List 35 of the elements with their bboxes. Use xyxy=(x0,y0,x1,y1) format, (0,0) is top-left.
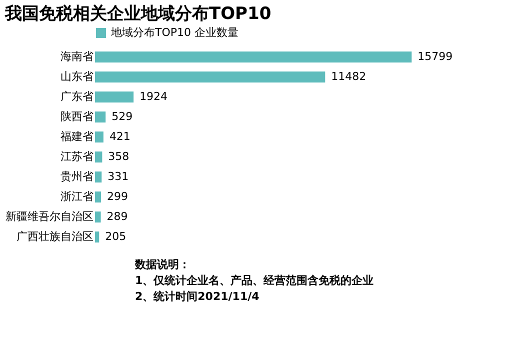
bar xyxy=(95,52,412,62)
chart-title: 我国免税相关企业地域分布TOP10 xyxy=(4,4,272,24)
data-label: 1924 xyxy=(140,90,168,103)
y-tick-label: 陕西省 xyxy=(60,110,94,123)
y-tick-label: 广西壮族自治区 xyxy=(16,230,94,243)
y-tick-label: 山东省 xyxy=(60,70,94,83)
y-tick-label: 贵州省 xyxy=(60,170,94,183)
data-label: 205 xyxy=(105,230,126,243)
data-label: 358 xyxy=(108,150,130,163)
y-tick-label: 福建省 xyxy=(60,130,94,143)
bar xyxy=(95,212,101,222)
bar xyxy=(95,172,102,182)
y-tick-label: 江苏省 xyxy=(60,150,94,163)
y-tick-label: 浙江省 xyxy=(60,190,94,203)
bar xyxy=(95,152,102,162)
data-label: 299 xyxy=(106,190,128,203)
bar xyxy=(95,232,100,242)
bar xyxy=(95,92,134,102)
bar xyxy=(95,72,326,82)
bar xyxy=(95,192,101,202)
data-label: 11482 xyxy=(331,70,366,83)
text: 1、仅统计企业名、产品、经营范围含免税的企业 xyxy=(135,274,374,287)
bar xyxy=(95,112,106,122)
data-label: 529 xyxy=(112,110,133,123)
y-tick-label: 新疆维吾尔自治区 xyxy=(6,210,94,223)
legend-label: 地域分布TOP10 企业数量 xyxy=(110,26,239,39)
text: 2、统计时间2021/11/4 xyxy=(135,290,260,303)
data-label: 15799 xyxy=(418,50,453,63)
text: 数据说明： xyxy=(134,258,190,271)
data-label: 289 xyxy=(106,210,128,223)
data-label: 421 xyxy=(109,130,130,143)
y-tick-label: 广东省 xyxy=(60,90,94,103)
y-tick-label: 海南省 xyxy=(60,50,94,63)
bar xyxy=(95,132,104,142)
data-label: 331 xyxy=(108,170,129,183)
